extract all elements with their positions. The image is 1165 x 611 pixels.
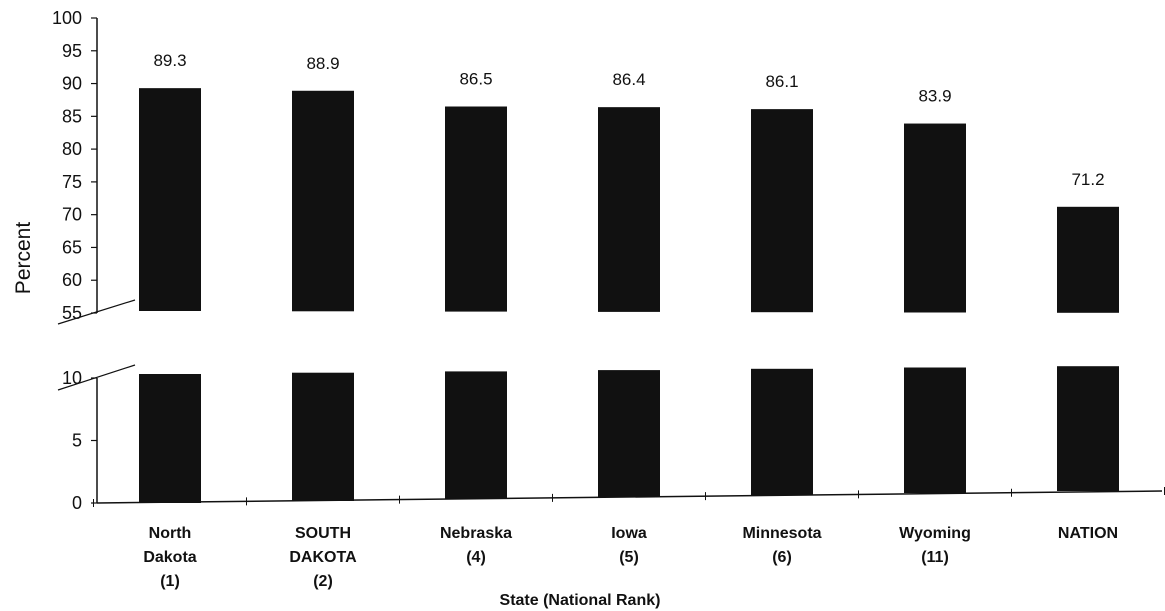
x-tick-label: Nebraska [440, 525, 512, 542]
y-tick-label: 100 [52, 8, 82, 28]
bar-upper [751, 109, 813, 313]
data-label: 89.3 [153, 51, 186, 70]
y-tick-label: 95 [62, 41, 82, 61]
x-tick-label: NATION [1058, 525, 1118, 542]
bar-upper [598, 107, 660, 312]
axis-break-mark [57, 299, 136, 325]
bar-upper [292, 90, 354, 312]
bar-upper [1057, 206, 1119, 313]
y-tick-label: 10 [62, 368, 82, 388]
bar-lower [1057, 366, 1119, 491]
y-tick-label: 70 [62, 205, 82, 225]
x-tick-label: Wyoming [899, 525, 971, 542]
y-tick-label: 55 [62, 303, 82, 323]
data-label: 71.2 [1071, 170, 1104, 189]
bars [139, 88, 1119, 503]
x-tick-label: DAKOTA [289, 549, 357, 566]
x-tick-label: Iowa [611, 525, 647, 542]
bar-lower [292, 372, 354, 501]
y-tick-label: 80 [62, 139, 82, 159]
bar-lower [904, 367, 966, 493]
x-tick-label: (11) [921, 549, 949, 566]
data-label: 86.5 [459, 70, 492, 89]
x-tick-label: (2) [313, 573, 333, 590]
y-tick-label: 85 [62, 106, 82, 126]
y-tick-label: 60 [62, 270, 82, 290]
bar-lower [751, 368, 813, 495]
y-axis-title: Percent [12, 222, 35, 295]
y-tick-label: 65 [62, 237, 82, 257]
bar-lower [598, 370, 660, 497]
y-tick-label: 0 [72, 493, 82, 513]
x-tick-label: (5) [619, 549, 639, 566]
labels: 89.3 North Dakota (1) 88.9 SOUTH DAKOTA (2) 86.5… [143, 51, 1118, 590]
bar-upper [445, 106, 507, 312]
bar-upper [139, 88, 201, 312]
x-tick-label: (4) [466, 549, 486, 566]
x-tick-label: (6) [772, 549, 792, 566]
x-tick-label: Dakota [143, 549, 196, 566]
bar-upper [904, 123, 966, 313]
data-label: 86.4 [612, 70, 645, 89]
y-tick-label: 5 [72, 431, 82, 451]
x-tick-label: Minnesota [742, 525, 821, 542]
x-tick-label: North [149, 525, 192, 542]
bar-lower [445, 371, 507, 499]
data-label: 83.9 [918, 87, 951, 106]
y-tick-label: 90 [62, 74, 82, 94]
y-tick-label: 75 [62, 172, 82, 192]
x-tick-label: SOUTH [295, 525, 351, 542]
bar-lower [139, 374, 201, 503]
x-axis-title: State (National Rank) [500, 592, 661, 609]
data-label: 88.9 [306, 54, 339, 73]
x-tick-label: (1) [160, 573, 180, 590]
data-label: 86.1 [765, 72, 798, 91]
